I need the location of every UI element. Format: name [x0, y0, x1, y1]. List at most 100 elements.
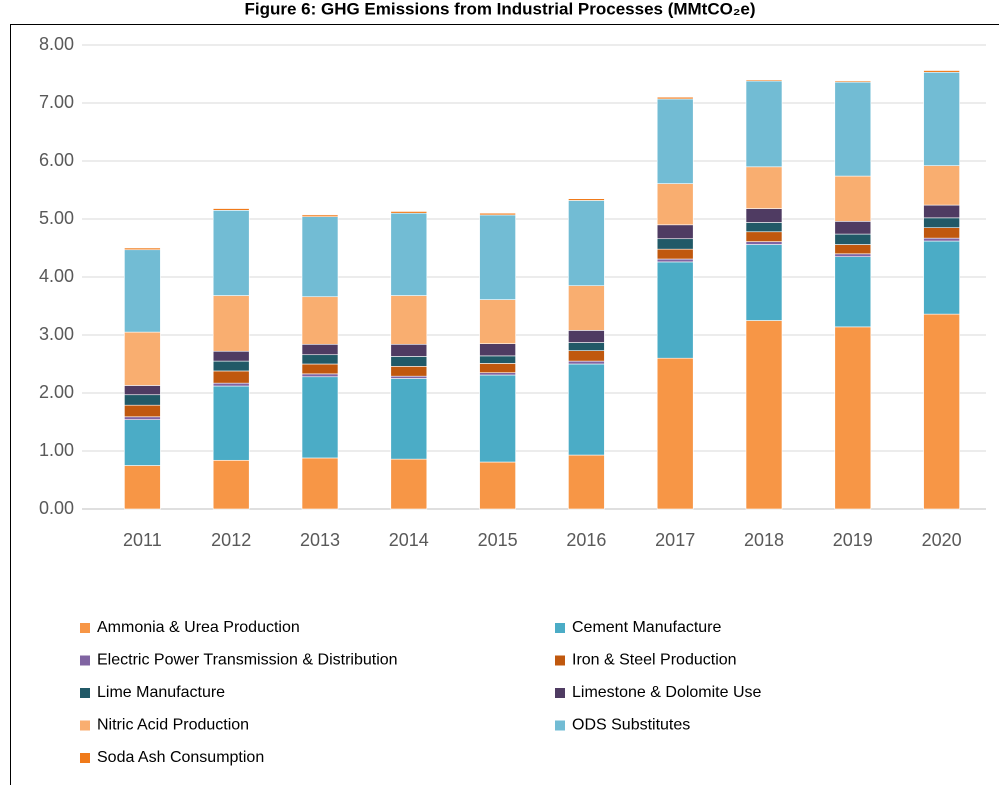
bar-segment — [479, 299, 516, 344]
x-tick-label: 2018 — [744, 530, 784, 550]
bar-segment — [301, 373, 339, 378]
x-tick-label: 2017 — [655, 530, 695, 550]
bar-segment — [656, 224, 694, 240]
bar-segment — [124, 419, 161, 466]
bar-segment — [834, 326, 872, 510]
bar-segment — [124, 331, 161, 386]
legend-label: Cement Manufacture — [572, 619, 722, 636]
bar-segment — [301, 214, 339, 217]
bar-segment — [390, 378, 428, 460]
bar-segment — [568, 342, 605, 351]
bar-segment — [212, 208, 250, 211]
bar-segment — [834, 80, 872, 83]
bar-segment — [923, 70, 960, 73]
bar-segment — [390, 458, 428, 510]
bar-segment — [301, 457, 339, 510]
legend-swatch — [80, 688, 90, 698]
x-tick-label: 2012 — [211, 530, 251, 550]
bar-segment — [745, 80, 783, 168]
bar-segment — [568, 330, 605, 343]
bar-segment — [212, 360, 250, 372]
bar-segment — [390, 366, 428, 377]
legend-label: Nitric Acid Production — [97, 717, 249, 734]
bar-segment — [656, 261, 694, 359]
bar-segment — [124, 385, 161, 396]
bar-segment — [301, 296, 339, 345]
x-tick-label: 2015 — [478, 530, 518, 550]
bar-segment — [124, 404, 161, 418]
bar-segment — [834, 253, 872, 258]
bar-segment — [834, 175, 872, 222]
bar-segment — [568, 285, 605, 331]
bar-segment — [834, 81, 872, 177]
bar-segment — [923, 237, 960, 242]
bar-segment — [568, 200, 605, 287]
bar-segment — [745, 231, 783, 242]
x-tick-label: 2013 — [300, 530, 340, 550]
bar-segment — [301, 363, 339, 375]
bar-segment — [212, 370, 250, 384]
y-tick-label: 6.00 — [39, 150, 74, 170]
bar-segment — [568, 454, 605, 510]
bar-segment — [923, 227, 960, 239]
legend-swatch — [555, 655, 565, 666]
legend-label: ODS Substitutes — [572, 717, 690, 734]
legend-swatch — [80, 655, 90, 666]
bar-segment — [479, 343, 516, 357]
bar-segment — [479, 355, 516, 364]
y-tick-label: 5.00 — [39, 208, 74, 228]
legend-swatch — [555, 688, 565, 698]
legend-label: Ammonia & Urea Production — [97, 619, 300, 636]
x-tick-label: 2014 — [389, 530, 429, 550]
bar-segment — [212, 459, 250, 510]
bar-segment — [479, 461, 516, 510]
bar-segment — [390, 343, 428, 357]
bar-segment — [301, 354, 339, 365]
y-tick-label: 4.00 — [39, 266, 74, 286]
y-tick-label: 7.00 — [39, 92, 74, 112]
chart-border — [10, 24, 999, 785]
bar-segment — [301, 216, 339, 298]
bar-segment — [124, 416, 161, 420]
bar-segment — [923, 313, 960, 510]
bar-segment — [390, 211, 428, 214]
y-tick-label: 1.00 — [39, 440, 74, 460]
legend-label: Soda Ash Consumption — [97, 749, 264, 766]
legend-swatch — [80, 753, 90, 763]
x-tick-label: 2016 — [566, 530, 606, 550]
bar-segment — [834, 244, 872, 255]
bar-segment — [124, 394, 161, 406]
chart-title: Figure 6: GHG Emissions from Industrial … — [244, 0, 755, 18]
bar-segment — [301, 376, 339, 459]
bar-segment — [745, 166, 783, 209]
bar-segment — [212, 210, 250, 296]
bar-segment — [568, 363, 605, 456]
bar-segment — [124, 249, 161, 333]
bar-segment — [568, 350, 605, 362]
bar-segment — [745, 320, 783, 510]
legend-swatch — [80, 623, 90, 633]
bar-segment — [479, 363, 516, 374]
legend-label: Iron & Steel Production — [572, 652, 737, 669]
bar-segment — [745, 222, 783, 233]
bar-segment — [568, 360, 605, 365]
bar-segment — [124, 247, 161, 251]
bar-segment — [479, 212, 516, 216]
bar-segment — [656, 258, 694, 263]
bar-segment — [212, 382, 250, 387]
bar-segment — [745, 244, 783, 321]
y-tick-label: 8.00 — [39, 34, 74, 54]
bar-segment — [568, 198, 605, 201]
bar-segment — [390, 295, 428, 345]
y-tick-label: 3.00 — [39, 324, 74, 344]
bar-segment — [656, 96, 694, 100]
bar-segment — [479, 374, 516, 463]
bar-segment — [656, 248, 694, 260]
bar-segment — [124, 465, 161, 510]
bar-segment — [212, 385, 250, 461]
bar-segment — [745, 208, 783, 223]
bar-segment — [479, 372, 516, 376]
bar-segment — [834, 233, 872, 245]
legend-swatch — [555, 720, 565, 731]
